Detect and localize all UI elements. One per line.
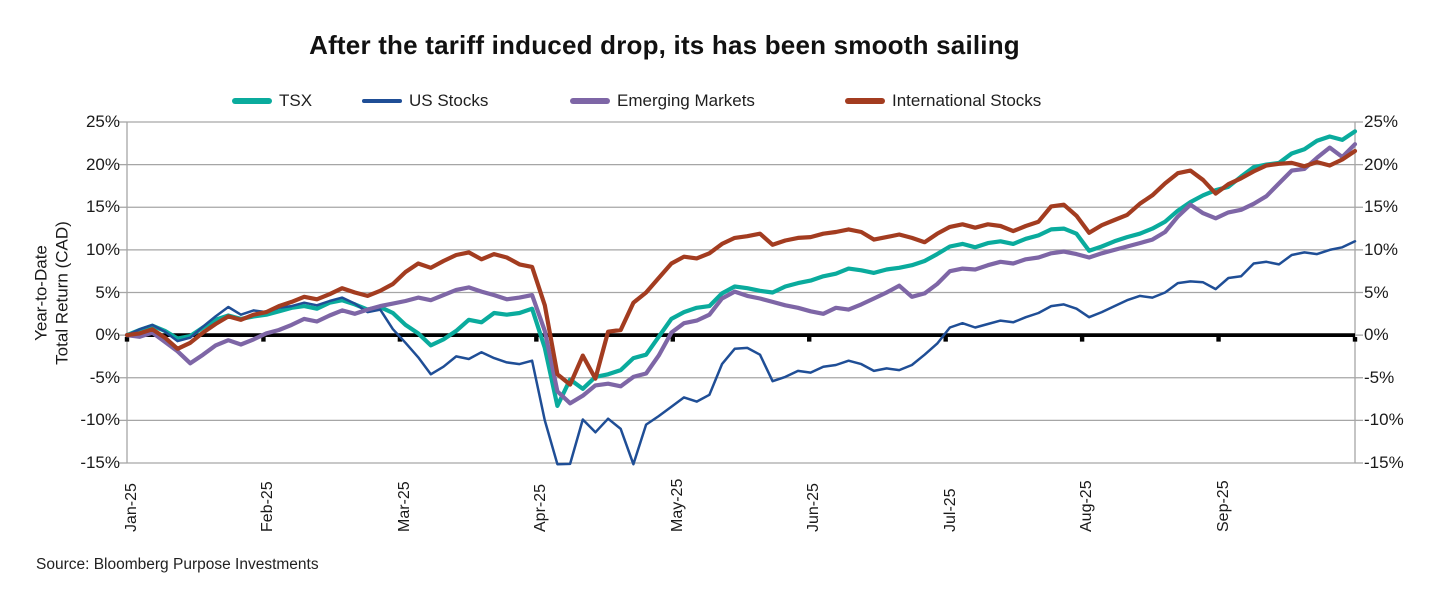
legend-label: Emerging Markets [617,91,755,110]
x-tick-label: Mar-25 [395,481,413,532]
legend-label: International Stocks [892,91,1042,110]
series-line-tsx [124,129,1358,408]
x-tick-mark [807,337,812,342]
y-tick-label-left: -5% [89,367,120,387]
x-tick-label: Aug-25 [1078,480,1096,532]
y-tick-label-left: 15% [85,197,120,217]
x-tick-mark [1352,337,1358,342]
x-tick-mark [397,337,403,342]
x-tick-label: Jan-25 [123,483,140,532]
legend-item-us-stocks: US Stocks [362,90,488,112]
x-tick-mark [1079,337,1085,342]
chart-title: After the tariff induced drop, its has b… [309,30,1020,60]
y-tick-label-right: 0% [1364,325,1389,345]
legend-swatch [570,98,610,104]
legend-item-international-stocks: International Stocks [845,90,1041,112]
y-tick-label-right: -15% [1364,453,1404,472]
x-tick-mark [261,337,266,342]
y-tick-label-right: 15% [1364,197,1399,217]
y-tick-label-left: 0% [95,325,120,345]
y-tick-label-right: 5% [1364,282,1389,302]
legend-swatch [362,99,402,103]
y-tick-label-right: -5% [1364,367,1395,387]
y-tick-label-left: 10% [85,239,120,259]
x-tick-label: May-25 [668,478,686,532]
x-tick-label: Feb-25 [259,481,277,532]
y-tick-label-right: -10% [1364,410,1404,430]
series-line-international-stocks [124,148,1358,387]
x-tick-mark [1216,337,1221,342]
legend-item-emerging-markets: Emerging Markets [570,90,755,112]
x-tick-mark [670,337,675,342]
legend-swatch [232,98,272,104]
x-tick-mark [124,337,130,342]
x-tick-label: Jul-25 [941,488,959,532]
legend-label: US Stocks [409,91,489,110]
x-tick-label: Apr-25 [532,483,550,532]
x-tick-label: Sep-25 [1214,480,1232,532]
legend-item-tsx: TSX [232,90,312,112]
y-tick-label-left: 25% [85,112,120,131]
series-line-us-stocks [125,240,1357,466]
legend-swatch [845,98,885,104]
y-tick-label-left: -15% [80,453,120,472]
x-tick-mark [943,337,948,342]
y-tick-label-right: 20% [1364,154,1399,174]
y-tick-label-left: 5% [95,282,120,302]
x-tick-label: Jun-25 [805,483,823,532]
y-tick-label-left: -10% [80,410,120,430]
series-line-emerging-markets [124,142,1358,406]
source-note: Source: Bloomberg Purpose Investments [36,556,319,573]
y-tick-label-right: 10% [1364,239,1399,259]
x-tick-mark [534,337,539,342]
y-tick-label-left: 20% [85,154,120,174]
legend-label: TSX [279,91,313,110]
y-tick-label-right: 25% [1364,112,1399,131]
